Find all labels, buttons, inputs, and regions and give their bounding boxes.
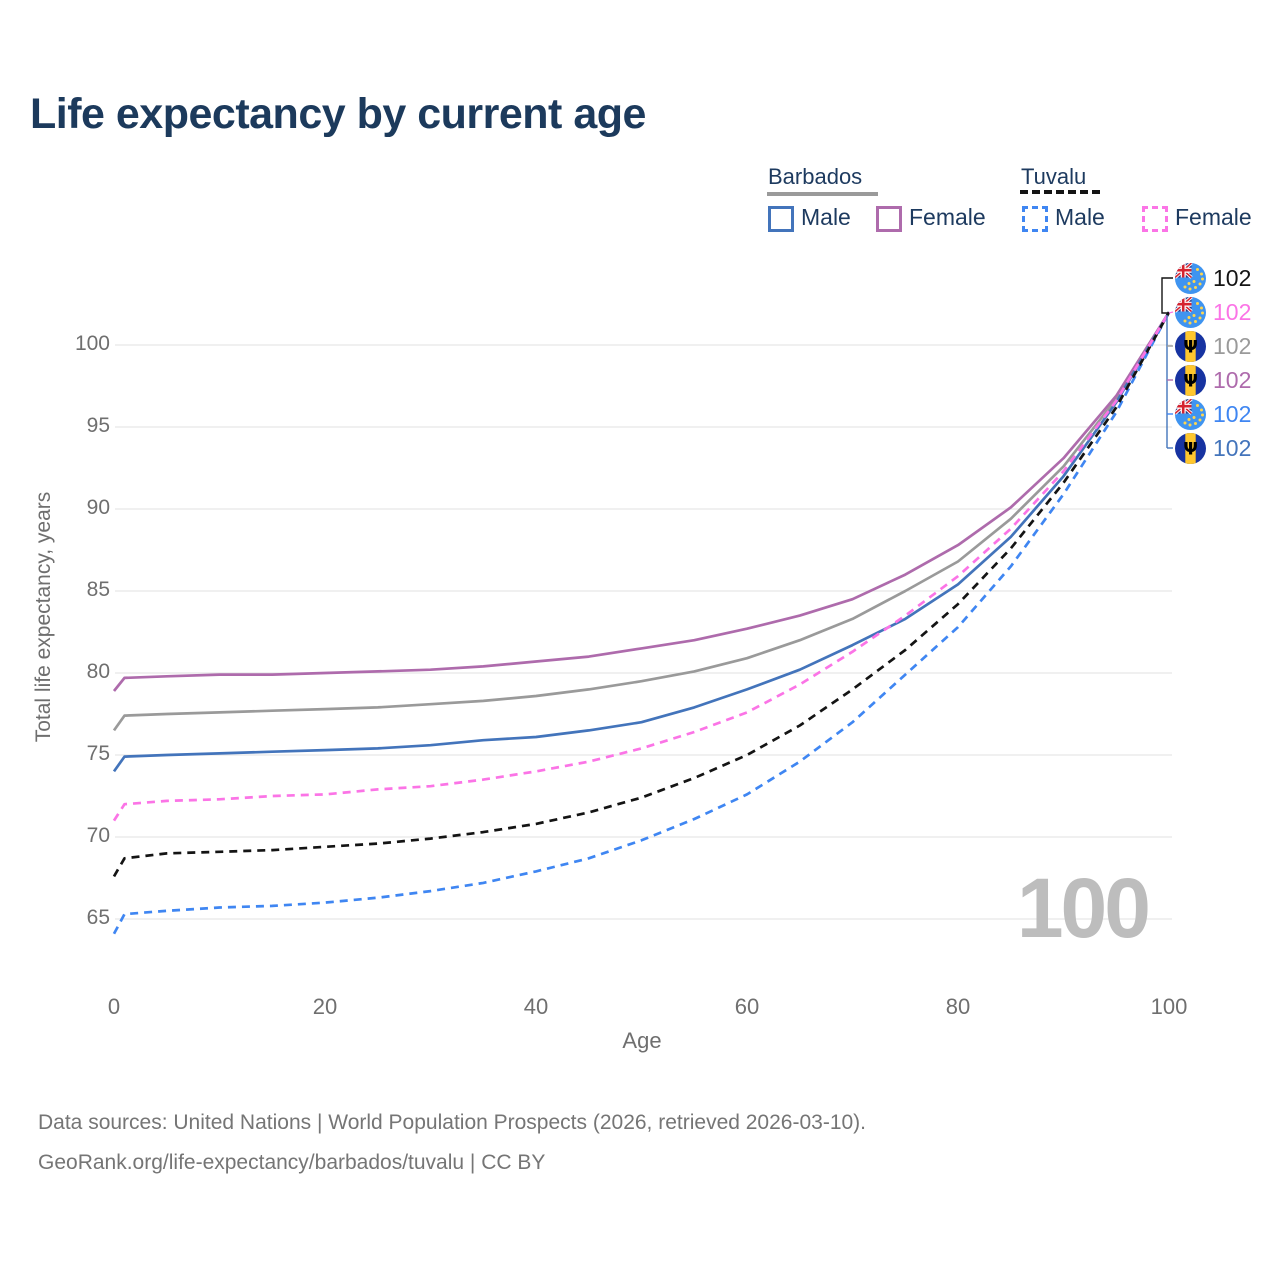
end-label-value: 102 — [1213, 366, 1252, 393]
tuvalu-flag-icon — [1175, 262, 1206, 294]
connector-tuvalu-both — [1161, 277, 1173, 314]
footer-url-line: GeoRank.org/life-expectancy/barbados/tuv… — [38, 1151, 546, 1174]
barbados-flag-icon: Ψ — [1175, 364, 1206, 396]
tuvalu-flag-icon — [1175, 296, 1206, 328]
y-axis-title: Total life expectancy, years — [32, 491, 55, 743]
y-tick-label-95: 95 — [86, 414, 110, 437]
svg-text:Ψ: Ψ — [1183, 371, 1197, 391]
barbados-flag-icon: Ψ — [1175, 330, 1206, 362]
series-line-barbados-male — [112, 311, 1171, 773]
y-tick-label-85: 85 — [86, 578, 110, 601]
x-tick-label-0: 0 — [107, 994, 121, 1019]
y-tick-label-70: 70 — [86, 824, 110, 847]
barbados-flag-icon: Ψ — [1175, 432, 1206, 464]
tuvalu-flag-icon — [1175, 398, 1206, 430]
barbados-flag-icon: Ψ — [1175, 330, 1206, 362]
x-tick-label-40: 40 — [523, 994, 549, 1019]
legend-swatch-tuvalu-female[interactable] — [1142, 206, 1168, 232]
legend-item-tuvalu-male[interactable]: Male — [1055, 204, 1105, 230]
svg-text:Ψ: Ψ — [1183, 439, 1197, 459]
end-label-barbados-both-sexes: Ψ 102 — [1175, 329, 1251, 363]
y-tick-label-80: 80 — [86, 660, 110, 683]
page-title: Life expectancy by current age — [30, 90, 646, 138]
legend-group-barbados[interactable]: Barbados — [768, 164, 863, 189]
y-tick-label-90: 90 — [86, 496, 110, 519]
legend-item-barbados-female[interactable]: Female — [909, 204, 986, 230]
series-line-tuvalu-both-sexes — [112, 311, 1171, 878]
end-label-tuvalu-both-sexes: 102 — [1175, 261, 1251, 295]
legend-item-barbados-male[interactable]: Male — [801, 204, 851, 230]
tuvalu-flag-icon — [1175, 398, 1206, 430]
legend-swatch-barbados-female[interactable] — [876, 206, 902, 232]
end-label-value: 102 — [1213, 332, 1252, 359]
footer-source-line: Data sources: United Nations | World Pop… — [38, 1111, 867, 1134]
end-label-value: 102 — [1213, 400, 1252, 427]
x-tick-label-80: 80 — [945, 994, 971, 1019]
end-label-tuvalu-female: 102 — [1175, 295, 1251, 329]
legend-swatch-tuvalu-male[interactable] — [1022, 206, 1048, 232]
x-axis-title: Age — [622, 1028, 662, 1053]
connector-tuvalu-female — [1168, 311, 1174, 314]
end-label-barbados-female: Ψ 102 — [1175, 363, 1251, 397]
y-tick-label-75: 75 — [86, 742, 110, 765]
series-line-tuvalu-male — [112, 311, 1171, 935]
series-line-tuvalu-female — [112, 311, 1171, 822]
end-label-value: 102 — [1213, 434, 1252, 461]
y-tick-label-65: 65 — [86, 906, 110, 929]
barbados-flag-icon: Ψ — [1175, 364, 1206, 396]
y-tick-label-100: 100 — [74, 332, 110, 355]
series-line-barbados-female — [112, 311, 1171, 692]
legend-line-swatch-tuvalu — [1020, 190, 1100, 194]
series-line-barbados-both-sexes — [112, 311, 1171, 732]
svg-text:Ψ: Ψ — [1183, 337, 1197, 357]
end-label-value: 102 — [1213, 264, 1252, 291]
legend-item-tuvalu-female[interactable]: Female — [1175, 204, 1252, 230]
end-label-value: 102 — [1213, 298, 1252, 325]
end-label-tuvalu-male: 102 — [1175, 397, 1251, 431]
x-tick-label-100: 100 — [1150, 994, 1188, 1019]
legend-group-tuvalu[interactable]: Tuvalu — [1021, 164, 1087, 189]
tuvalu-flag-icon — [1175, 296, 1206, 328]
tuvalu-flag-icon — [1175, 262, 1206, 294]
barbados-flag-icon: Ψ — [1175, 432, 1206, 464]
x-tick-label-20: 20 — [312, 994, 338, 1019]
end-label-barbados-male: Ψ 102 — [1175, 431, 1251, 465]
legend-swatch-barbados-male[interactable] — [768, 206, 794, 232]
x-tick-label-60: 60 — [734, 994, 760, 1019]
age-watermark: 100 — [1016, 861, 1151, 955]
legend-line-swatch-barbados — [767, 192, 878, 196]
